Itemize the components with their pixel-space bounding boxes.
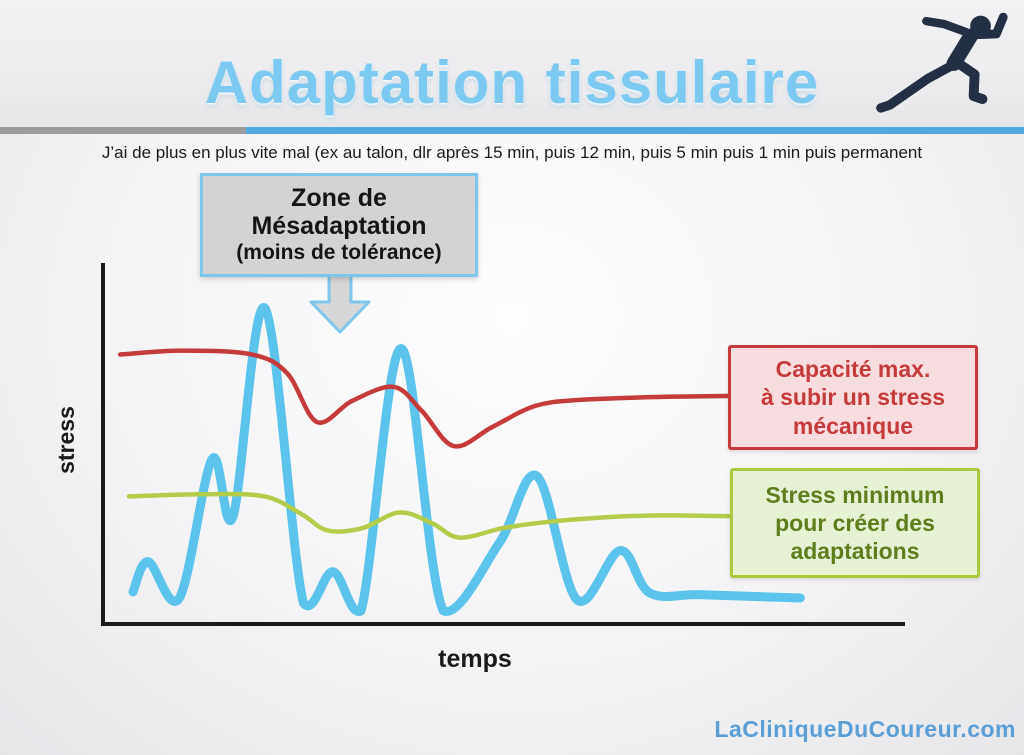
page-title: Adaptation tissulaire [204,49,820,116]
minimum-line: pour créer des [775,509,935,536]
capacity-line: Capacité max. [775,356,931,383]
capacity-line: mécanique [792,412,914,439]
callout-line: (moins de tolérance) [236,241,442,265]
note-line: J’ai de plus en plus vite mal (ex au tal… [101,143,923,162]
title-underline [0,127,1024,134]
stress-curves [105,263,905,622]
runner-icon [876,12,1008,113]
minimum-line: Stress minimum [765,481,945,508]
header-band [0,0,1024,127]
maladaptation-callout: Zone de Mésadaptation (moins de toléranc… [200,173,478,277]
callout-line: Zone de [291,184,387,213]
capacity-line: à subir un stress [760,384,946,411]
callout-line: Mésadaptation [251,212,427,241]
series-capacite-max-stress-mecanique [120,351,742,447]
y-axis-label: stress [53,406,79,474]
minimum-stress-legend-box: Stress minimum pour créer des adaptation… [730,468,980,578]
site-watermark: LaCliniqueDuCoureur.com [714,716,1016,742]
series-applied-stress [133,307,800,611]
minimum-line: adaptations [790,538,920,565]
capacity-legend-box: Capacité max. à subir un stress mécaniqu… [728,345,978,450]
series-stress-minimum-adaptations [129,494,742,538]
x-axis-label: temps [438,645,512,673]
chart-axes [101,263,905,626]
down-arrow-icon [309,272,371,334]
